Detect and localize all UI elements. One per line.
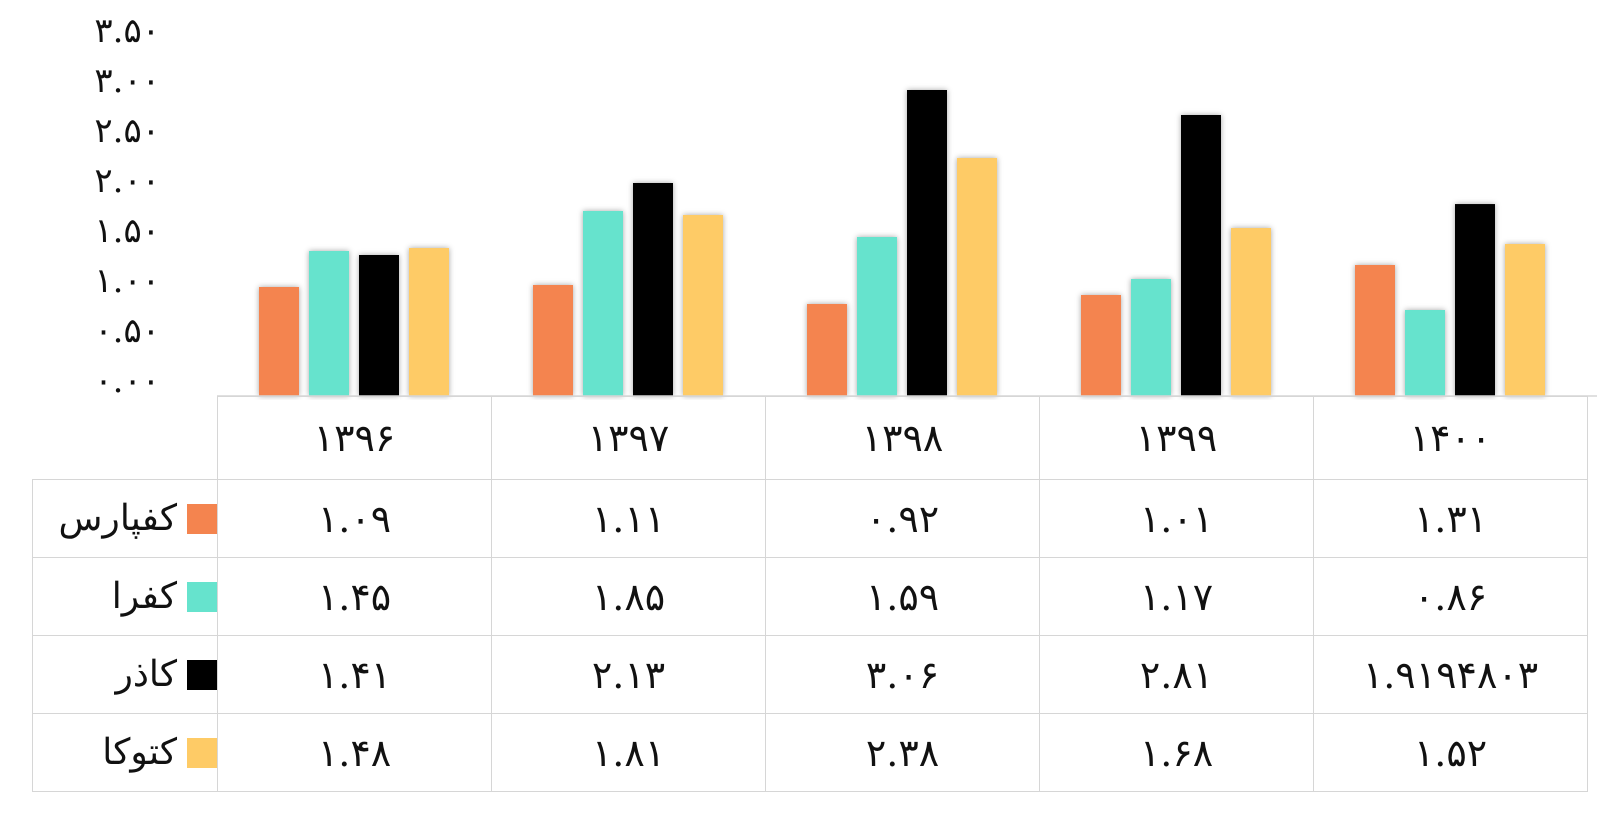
- y-tick-label: ۳.۰۰: [94, 61, 160, 101]
- legend-swatch: [187, 581, 217, 612]
- legend-entry: کاذر: [32, 635, 218, 714]
- data-label: ۱.۰۹: [217, 479, 492, 558]
- table-header-row: ۱۳۹۶ ۱۳۹۷ ۱۳۹۸ ۱۳۹۹ ۱۴۰۰: [32, 396, 1588, 480]
- data-label: ۱.۹۱۹۴۸۰۳: [1313, 635, 1588, 714]
- data-label: ۰.۸۶: [1313, 557, 1588, 636]
- legend-label: کتوکا: [102, 732, 177, 773]
- data-label: ۰.۹۲: [765, 479, 1040, 558]
- bar-2-2: [583, 211, 623, 396]
- bar-2-4: [1131, 279, 1171, 396]
- bars-group: [259, 90, 1545, 396]
- table-corner: [32, 396, 218, 480]
- y-tick-label: ۱.۵۰: [94, 211, 160, 251]
- y-axis: ۰.۰۰ ۰.۵۰ ۱.۰۰ ۱.۵۰ ۲.۰۰ ۲.۵۰ ۳.۰۰ ۳.۵۰: [94, 11, 160, 400]
- table-row: کفپارس ۱.۰۹ ۱.۱۱ ۰.۹۲ ۱.۰۱ ۱.۳۱: [32, 479, 1588, 558]
- legend-swatch: [187, 659, 217, 690]
- bar-1-3: [807, 304, 847, 396]
- bar-1-2: [533, 285, 573, 396]
- data-label: ۱.۸۵: [491, 557, 766, 636]
- data-label: ۱.۱۷: [1039, 557, 1314, 636]
- bar-4-1: [409, 248, 449, 396]
- bar-4-3: [957, 158, 997, 396]
- legend-entry: کفپارس: [32, 479, 218, 558]
- legend-swatch: [187, 503, 217, 534]
- bar-1-5: [1355, 265, 1395, 396]
- bar-3-5: [1455, 204, 1495, 396]
- table-row: کفرا ۱.۴۵ ۱.۸۵ ۱.۵۹ ۱.۱۷ ۰.۸۶: [32, 557, 1588, 636]
- data-label: ۲.۸۱: [1039, 635, 1314, 714]
- data-label: ۱.۰۱: [1039, 479, 1314, 558]
- legend-entry: کفرا: [32, 557, 218, 636]
- bar-4-4: [1231, 228, 1271, 396]
- data-label: ۱.۸۱: [491, 713, 766, 792]
- y-tick-label: ۰.۵۰: [94, 311, 160, 351]
- bar-3-4: [1181, 115, 1221, 396]
- bar-2-3: [857, 237, 897, 396]
- legend-label: کفرا: [111, 576, 177, 617]
- data-label: ۲.۳۸: [765, 713, 1040, 792]
- table-row: کاذر ۱.۴۱ ۲.۱۳ ۳.۰۶ ۲.۸۱ ۱.۹۱۹۴۸۰۳: [32, 635, 1588, 714]
- x-tick-label: ۱۴۰۰: [1313, 396, 1588, 480]
- data-table: ۱۳۹۶ ۱۳۹۷ ۱۳۹۸ ۱۳۹۹ ۱۴۰۰ کفپارس ۱.۰۹ ۱.۱۱ ۰.۹۲ ۱.…: [32, 396, 1588, 792]
- data-label: ۱.۵۹: [765, 557, 1040, 636]
- bar-1-4: [1081, 295, 1121, 396]
- table-row: کتوکا ۱.۴۸ ۱.۸۱ ۲.۳۸ ۱.۶۸ ۱.۵۲: [32, 713, 1588, 792]
- x-tick-label: ۱۳۹۶: [217, 396, 492, 480]
- data-label: ۱.۴۸: [217, 713, 492, 792]
- y-tick-label: ۲.۵۰: [94, 111, 160, 151]
- x-tick-label: ۱۳۹۸: [765, 396, 1040, 480]
- legend-label: کفپارس: [58, 498, 177, 539]
- bar-4-2: [683, 215, 723, 396]
- data-label: ۱.۳۱: [1313, 479, 1588, 558]
- data-label: ۳.۰۶: [765, 635, 1040, 714]
- chart-plot-area: ۰.۰۰ ۰.۵۰ ۱.۰۰ ۱.۵۰ ۲.۰۰ ۲.۵۰ ۳.۰۰ ۳.۵۰: [94, 11, 1597, 400]
- data-label: ۱.۴۵: [217, 557, 492, 636]
- y-tick-label: ۰.۰۰: [94, 361, 160, 400]
- x-tick-label: ۱۳۹۹: [1039, 396, 1314, 480]
- bar-2-1: [309, 251, 349, 396]
- bar-1-1: [259, 287, 299, 396]
- legend-label: کاذر: [115, 654, 177, 695]
- bar-4-5: [1505, 244, 1545, 396]
- y-tick-label: ۳.۵۰: [94, 11, 160, 51]
- data-label: ۱.۵۲: [1313, 713, 1588, 792]
- bar-3-3: [907, 90, 947, 396]
- data-label: ۱.۶۸: [1039, 713, 1314, 792]
- data-label: ۱.۱۱: [491, 479, 766, 558]
- bar-3-2: [633, 183, 673, 396]
- x-tick-label: ۱۳۹۷: [491, 396, 766, 480]
- data-label: ۱.۴۱: [217, 635, 492, 714]
- bar-3-1: [359, 255, 399, 396]
- bar-2-5: [1405, 310, 1445, 396]
- legend-swatch: [187, 737, 217, 768]
- y-tick-label: ۱.۰۰: [94, 261, 160, 301]
- data-label: ۲.۱۳: [491, 635, 766, 714]
- legend-entry: کتوکا: [32, 713, 218, 792]
- y-tick-label: ۲.۰۰: [94, 161, 160, 201]
